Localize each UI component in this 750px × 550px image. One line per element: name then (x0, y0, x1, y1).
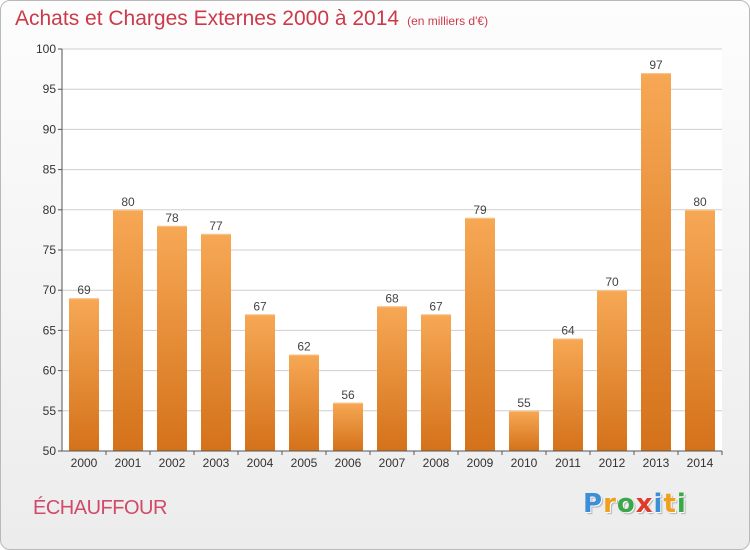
y-tick-label: 65 (43, 323, 57, 337)
data-label: 70 (605, 275, 619, 289)
logo-letter: o (616, 489, 636, 519)
y-tick-label: 50 (43, 444, 57, 458)
bar-2012 (597, 290, 627, 451)
x-tick-label: 2001 (115, 456, 142, 470)
bar-2001 (113, 209, 143, 451)
chart-title: Achats et Charges Externes 2000 à 2014 (15, 7, 400, 30)
x-tick-label: 2006 (335, 456, 362, 470)
y-tick-label: 70 (43, 283, 57, 297)
chart-title-row: Achats et Charges Externes 2000 à 2014 (e… (15, 7, 488, 31)
x-tick-label: 2008 (423, 456, 450, 470)
data-label: 97 (649, 58, 663, 72)
bar-2004 (245, 314, 275, 451)
x-tick-label: 2012 (599, 456, 626, 470)
data-label: 56 (341, 388, 355, 402)
bars (69, 73, 715, 452)
x-tick-label: 2010 (511, 456, 538, 470)
logo-letter: r (603, 489, 617, 519)
x-tick-label: 2005 (291, 456, 318, 470)
logo-letter: i (676, 489, 687, 519)
data-label: 68 (385, 291, 399, 305)
data-label: 78 (165, 211, 179, 225)
commune-name: ÉCHAUFFOUR (33, 497, 167, 519)
x-tick-label: 2000 (71, 456, 98, 470)
bar-2009 (465, 217, 495, 451)
data-label: 79 (473, 203, 487, 217)
data-label: 67 (253, 299, 267, 313)
bar-2003 (201, 233, 231, 451)
bar-2013 (641, 73, 671, 452)
logo-letter: x (635, 489, 654, 519)
bar-2006 (333, 402, 363, 451)
bar-2010 (509, 410, 539, 451)
bar-2000 (69, 298, 99, 451)
data-label: 80 (121, 195, 135, 209)
x-tick-label: 2002 (159, 456, 186, 470)
bar-2008 (421, 314, 451, 451)
y-tick-label: 95 (43, 82, 57, 96)
bar-2007 (377, 306, 407, 451)
logo-letter: t (663, 489, 677, 519)
data-label: 69 (77, 283, 91, 297)
data-labels: 69 80 78 77 67 62 56 68 67 79 55 64 70 97 80 (77, 58, 707, 410)
chart-subtitle: (en milliers d'€) (407, 14, 489, 28)
y-tick-label: 90 (43, 122, 57, 136)
y-tick-label: 100 (36, 42, 56, 56)
proxiti-logo: Proxiti (583, 489, 687, 519)
data-label: 64 (561, 323, 575, 337)
x-tick-label: 2003 (203, 456, 230, 470)
y-tick-label: 75 (43, 243, 57, 257)
x-tick-label: 2013 (643, 456, 670, 470)
y-tick-label: 60 (43, 364, 57, 378)
data-label: 55 (517, 396, 531, 410)
bar-2002 (157, 225, 187, 451)
axes: 50 55 60 65 70 75 80 85 90 95 100 2000 2001 2002 2003 2… (36, 42, 723, 470)
x-tick-label: 2011 (555, 456, 581, 470)
bar-2014 (685, 209, 715, 451)
y-tick-label: 80 (43, 203, 57, 217)
logo-letter: P (583, 489, 604, 519)
data-label: 77 (209, 219, 223, 233)
x-tick-label: 2007 (379, 456, 406, 470)
x-tick-label: 2009 (467, 456, 494, 470)
data-label: 67 (429, 299, 443, 313)
y-tick-label: 85 (43, 163, 57, 177)
x-tick-label: 2014 (687, 456, 714, 470)
y-tick-label: 55 (43, 404, 57, 418)
data-label: 80 (693, 195, 707, 209)
x-tick-label: 2004 (247, 456, 274, 470)
logo-letter: i (653, 489, 664, 519)
data-label: 62 (297, 340, 311, 354)
bar-2011 (553, 338, 583, 451)
bar-2005 (289, 354, 319, 451)
